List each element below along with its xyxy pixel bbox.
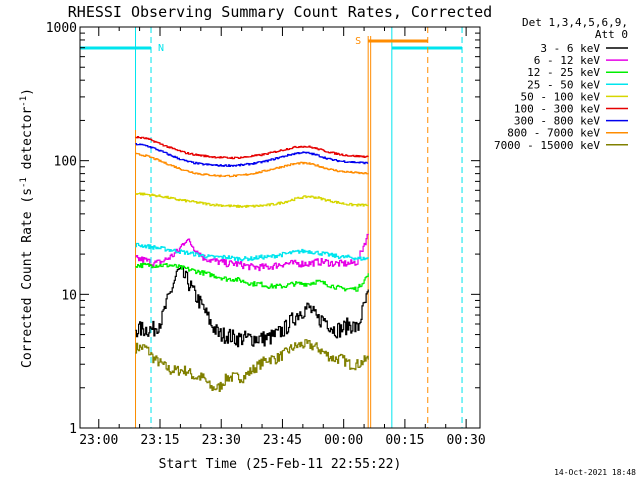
- plot-frame: [79, 26, 481, 429]
- y-axis-label: Corrected Count Rate (s-1 detector-1): [19, 88, 35, 368]
- y-axis-label-end: ): [20, 88, 35, 96]
- series-line: [135, 266, 369, 348]
- y-tick-label: 10: [61, 288, 77, 303]
- y-tick-label: 100: [54, 155, 77, 170]
- x-tick-label: 00:00: [324, 433, 363, 448]
- series-line: [135, 136, 369, 160]
- legend-label: 50 - 100 keV: [521, 90, 601, 103]
- x-tick-label: 23:00: [79, 433, 118, 448]
- legend-label: 800 - 7000 keV: [507, 127, 600, 140]
- x-tick-label: 23:30: [202, 433, 241, 448]
- series-line: [135, 262, 369, 292]
- saa-marker-label: S: [355, 36, 361, 47]
- series-line: [135, 143, 369, 167]
- series-line: [135, 152, 369, 178]
- x-tick-label: 23:15: [140, 433, 179, 448]
- legend-label: 7000 - 15000 keV: [494, 139, 600, 152]
- series-line: [135, 233, 369, 272]
- y-tick-label: 1000: [46, 21, 77, 36]
- x-axis-label: Start Time (25-Feb-11 22:55:22): [159, 457, 402, 472]
- legend-label: 3 - 6 keV: [540, 42, 600, 55]
- legend-header-line1: Det 1,3,4,5,6,9,: [522, 16, 628, 29]
- series-line: [135, 242, 369, 262]
- y-axis-label-sup1: -1: [19, 177, 29, 188]
- legend-label: 100 - 300 keV: [514, 103, 600, 116]
- x-tick-label: 23:45: [263, 433, 302, 448]
- legend-header-line2: Att 0: [595, 28, 628, 41]
- y-axis-label-mid: detector: [20, 107, 35, 178]
- y-tick-label: 1: [69, 422, 77, 437]
- legend-label: 300 - 800 keV: [514, 115, 600, 128]
- plot-layer: NS: [79, 27, 463, 428]
- legend-label: 25 - 50 keV: [527, 78, 600, 91]
- legend-label: 12 - 25 keV: [527, 66, 600, 79]
- series-line: [135, 192, 369, 208]
- x-tick-label: 00:15: [385, 433, 424, 448]
- legend-label: 6 - 12 keV: [534, 54, 601, 67]
- series-line: [135, 339, 369, 392]
- chart-title: RHESSI Observing Summary Count Rates, Co…: [68, 3, 492, 21]
- footer-date: 14-Oct-2021 18:48: [554, 468, 636, 477]
- axes-layer: 23:00 23:15 23:30 23:45 00:00 00:15 00:30 1 10 10…: [46, 21, 486, 448]
- y-axis-label-main: Corrected Count Rate (s: [20, 188, 35, 368]
- y-axis-label-sup2: -1: [19, 96, 29, 107]
- x-tick-label: 00:30: [447, 433, 486, 448]
- night-marker-label: N: [158, 43, 164, 54]
